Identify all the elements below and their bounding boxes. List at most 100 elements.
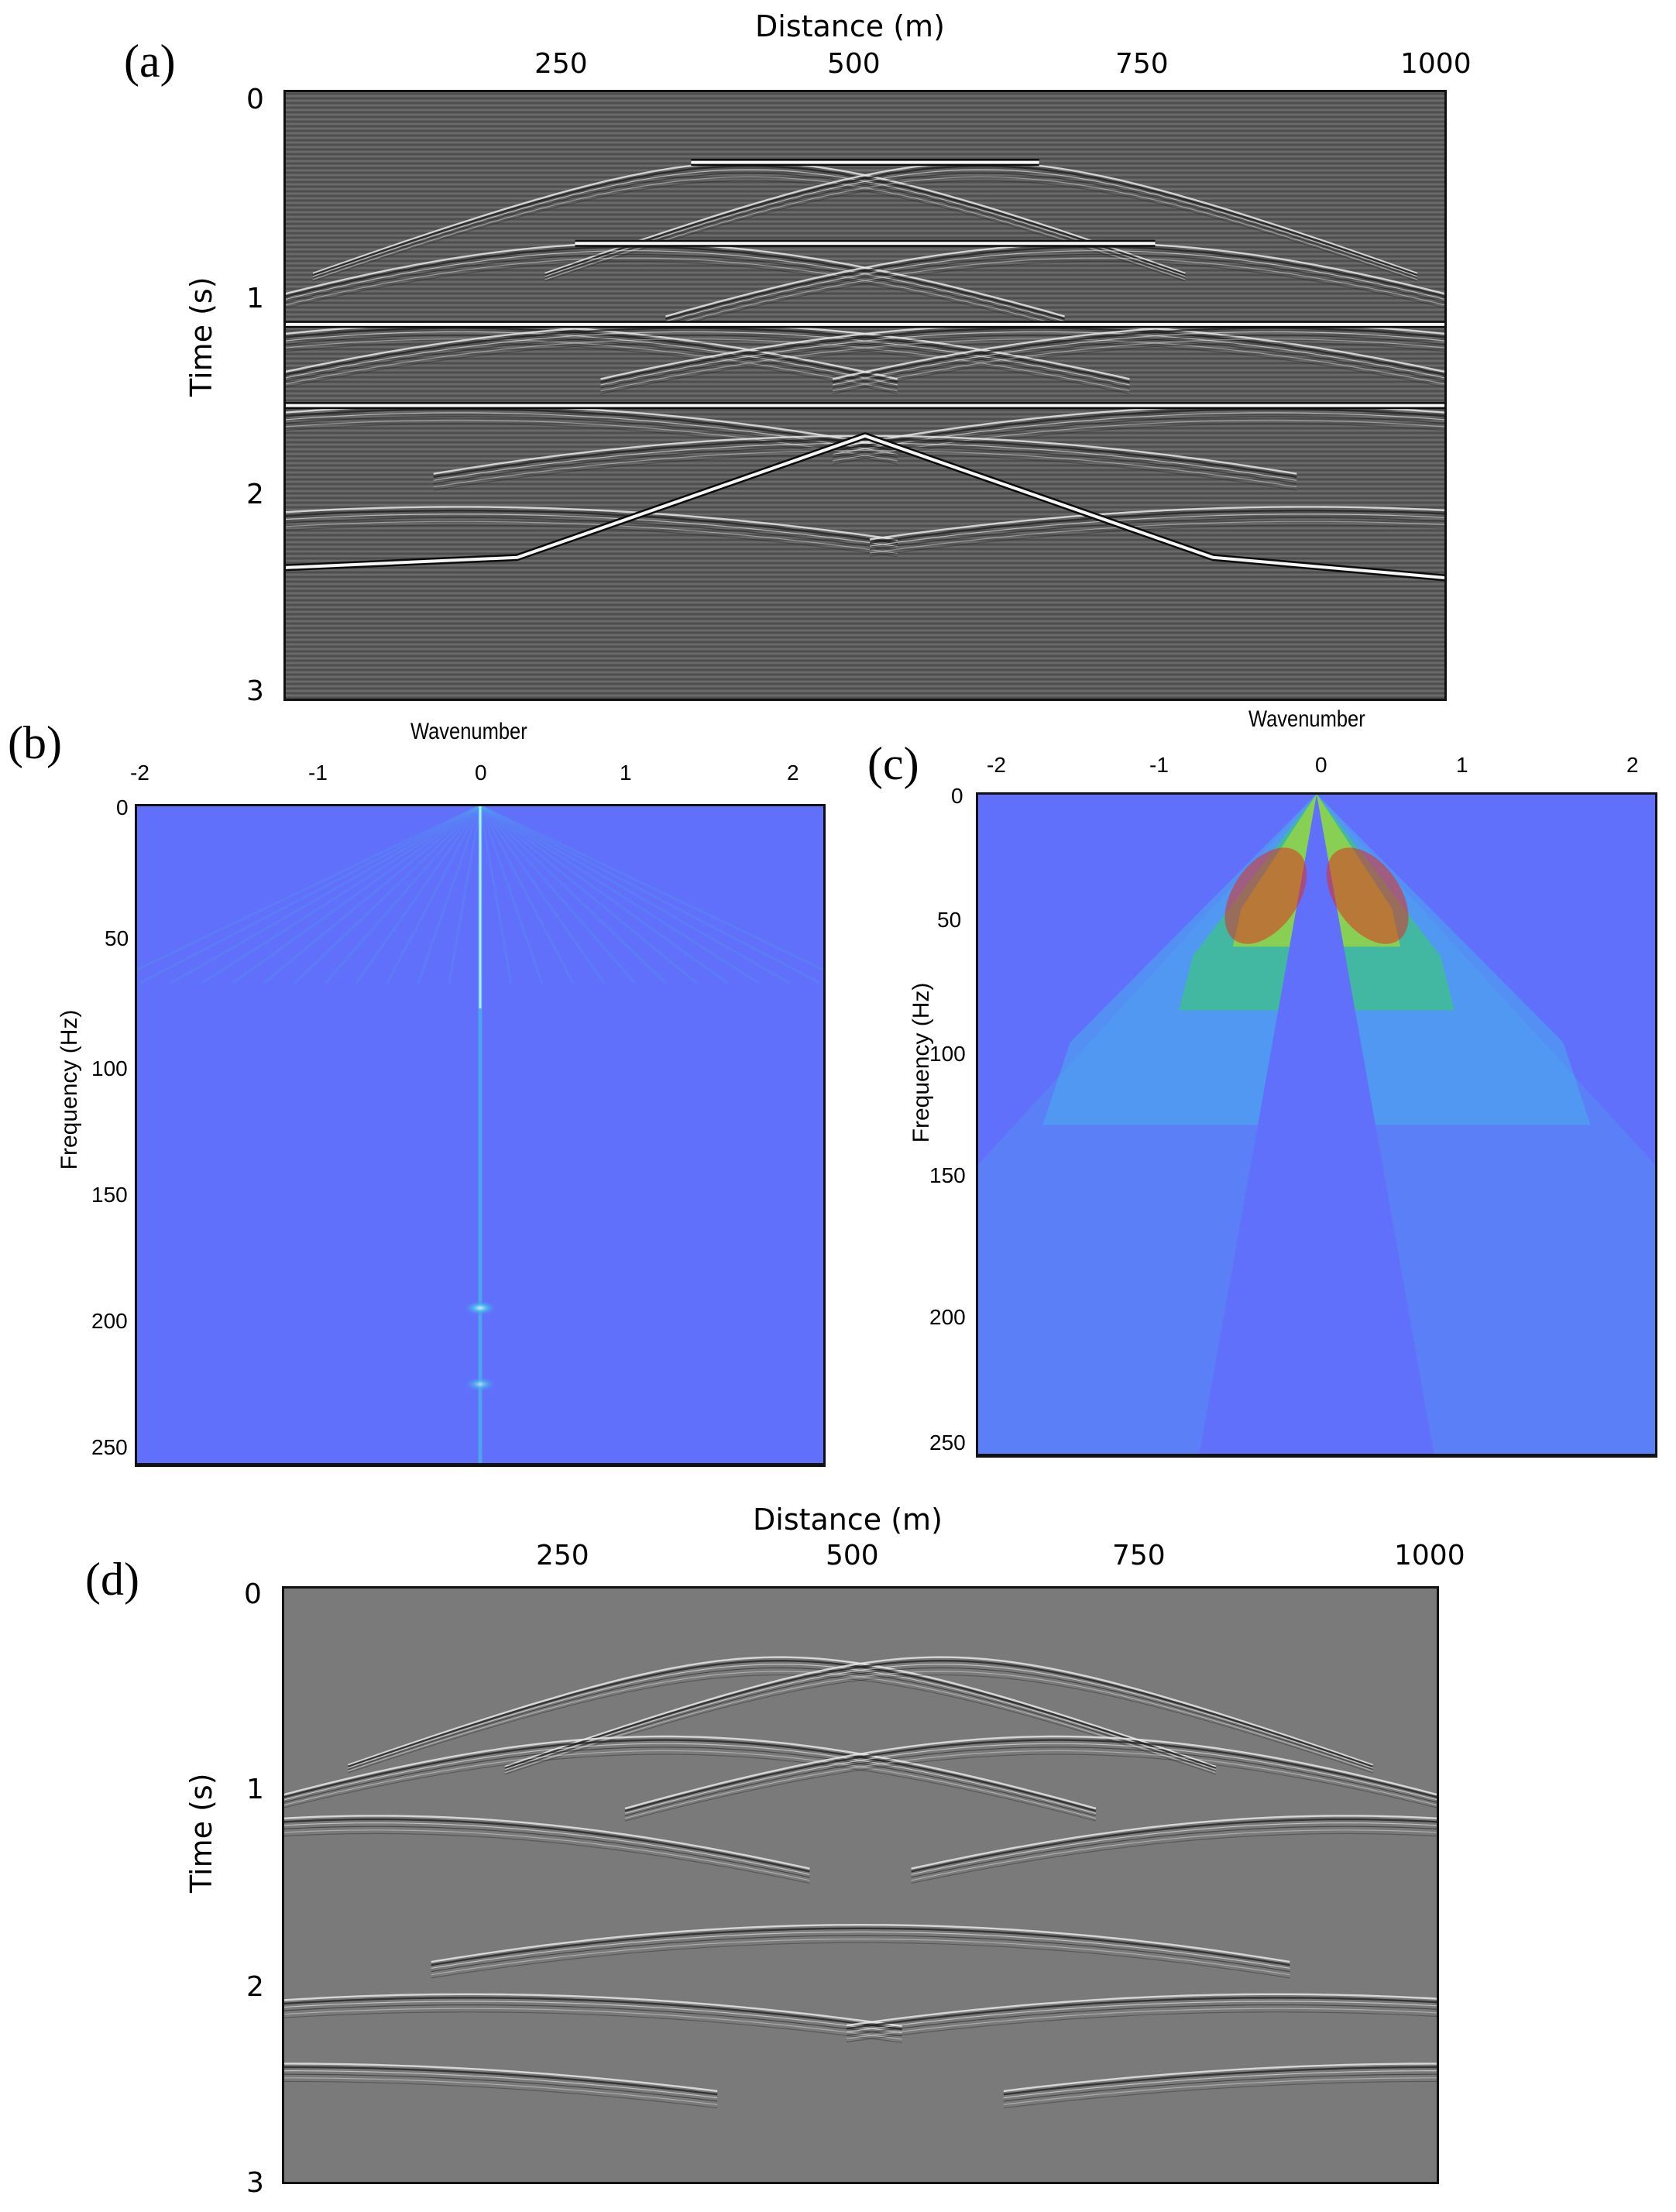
diffraction-curve: [285, 520, 898, 554]
energy-spot: [463, 1376, 497, 1393]
diffraction-curve: [283, 1822, 810, 1875]
diffraction-curve: [832, 338, 1445, 392]
panel-a-ytick: 3: [246, 675, 264, 707]
panel-b-xtick: 0: [475, 761, 487, 785]
diffraction-curve: [1003, 2080, 1437, 2109]
diffraction-curve: [285, 335, 1130, 389]
panel-c-ytick: 200: [929, 1305, 966, 1329]
diffraction-curve: [283, 2073, 718, 2102]
panel-c-xlabel: Wavenumber: [1248, 706, 1365, 732]
energy-lobes: [977, 794, 1656, 1456]
diffraction-curve: [431, 1931, 1290, 1969]
panel-b-ytick: 150: [91, 1183, 128, 1207]
panel-d-plot-svg: [283, 1588, 1437, 2183]
diffraction-curve: [283, 1818, 810, 1873]
diffraction-curve: [544, 165, 1418, 276]
diffraction-curve: [911, 1815, 1437, 1870]
diffraction-curve: [624, 1743, 1437, 1814]
panel-b-plot: [136, 805, 824, 1465]
diffraction-curve: [665, 246, 1445, 320]
diffraction-curve: [1003, 2077, 1437, 2105]
diffraction-curve: [911, 1829, 1437, 1881]
diffraction-curve: [911, 1832, 1437, 1884]
energy-fan: [136, 805, 824, 984]
panel-a-ylabel: Time (s): [184, 276, 218, 397]
diffraction-curve: [665, 261, 1445, 330]
diffraction-curve: [283, 1747, 1097, 1817]
diffraction-curve: [431, 1942, 1290, 1979]
diffraction-curve: [600, 331, 1445, 386]
panel-b-ytick: 100: [91, 1056, 128, 1080]
reflector-bright: [285, 434, 1445, 579]
diffraction-curve: [869, 520, 1445, 554]
diffraction-curve: [624, 1735, 1437, 1810]
diffraction-curve: [285, 517, 898, 551]
diffraction-curve: [283, 1826, 810, 1878]
panel-d-xtick: 1000: [1394, 1540, 1465, 1571]
diffraction-curve: [624, 1747, 1437, 1817]
panel-b-ytick: 0: [116, 795, 129, 819]
panel-a-ytick: 2: [246, 479, 264, 510]
panel-c-ytick: 50: [937, 908, 962, 932]
panel-b-ytick: 200: [91, 1309, 128, 1333]
diffraction-curve: [504, 1656, 1373, 1768]
diffraction-curve: [832, 335, 1445, 389]
diffraction-curve: [283, 2077, 718, 2105]
diffraction-curve: [624, 1739, 1437, 1812]
panel-c-ytick: 150: [929, 1163, 966, 1187]
diffraction-curve: [312, 169, 1186, 277]
diffraction-curve: [285, 253, 1065, 325]
panel-a-xtick: 750: [1115, 48, 1169, 80]
panel-b-xtick: -2: [130, 761, 149, 785]
diffraction-curve: [283, 2080, 718, 2109]
diffraction-curve: [285, 327, 898, 383]
panel-c-xtick: -2: [987, 753, 1006, 777]
diffraction-curve: [869, 509, 1445, 544]
diffraction-curve: [847, 2001, 1437, 2033]
panel-d-xlabel: Distance (m): [753, 1503, 943, 1537]
diffraction-curve: [911, 1822, 1437, 1875]
panel-d-letter: (d): [85, 1554, 139, 1605]
diffraction-curve: [624, 1750, 1437, 1819]
trace-texture: [285, 91, 1445, 699]
panel-a-plot: [285, 91, 1445, 699]
panel-a-plot-svg: [285, 91, 1445, 699]
panel-c-ytick: 250: [929, 1431, 966, 1455]
diffraction-curve: [847, 2004, 1437, 2036]
diffraction-curve: [348, 1656, 1217, 1768]
diffraction-curve: [283, 1735, 1097, 1810]
diffraction-curve: [348, 1664, 1217, 1771]
diffraction-curve: [832, 327, 1445, 383]
diffraction-curve: [283, 2066, 718, 2096]
diffraction-curve: [431, 1935, 1290, 1973]
diffraction-curve: [911, 1818, 1437, 1873]
diffraction-curve: [504, 1667, 1373, 1772]
diffraction-curve: [348, 1671, 1217, 1774]
panel-b-xtick: 1: [620, 761, 632, 785]
panel-c-xtick: 2: [1626, 753, 1639, 777]
diffraction-curve: [348, 1667, 1217, 1772]
panel-b-ytick: 250: [91, 1435, 128, 1459]
diffraction-curve: [348, 1674, 1217, 1775]
diffraction-curve: [600, 338, 1445, 392]
diffraction-curve: [312, 165, 1186, 276]
diffraction-curve: [665, 250, 1445, 322]
panel-b-ylabel: Frequency (Hz): [57, 1009, 82, 1170]
diffraction-curve: [283, 1750, 1097, 1819]
diffraction-curve: [544, 180, 1418, 282]
diffraction-curve: [285, 257, 1065, 328]
panel-c-xtick: -1: [1149, 753, 1169, 777]
diffraction-curve: [431, 1927, 1290, 1966]
diffraction-curve: [283, 1832, 810, 1884]
diffraction-curve: [285, 331, 1130, 386]
panel-d-ytick: 2: [246, 1971, 264, 2003]
panel-a-xlabel: Distance (m): [755, 9, 945, 43]
diffraction-curve: [285, 506, 898, 541]
diffraction-hyperbolas: [283, 1656, 1437, 2109]
diffraction-curve: [285, 514, 898, 548]
diffraction-curve: [869, 506, 1445, 541]
diffraction-curve: [846, 1993, 1437, 2027]
diffraction-curve: [600, 335, 1445, 389]
diffraction-curve: [283, 1829, 810, 1881]
panel-a-ytick: 0: [246, 84, 264, 115]
